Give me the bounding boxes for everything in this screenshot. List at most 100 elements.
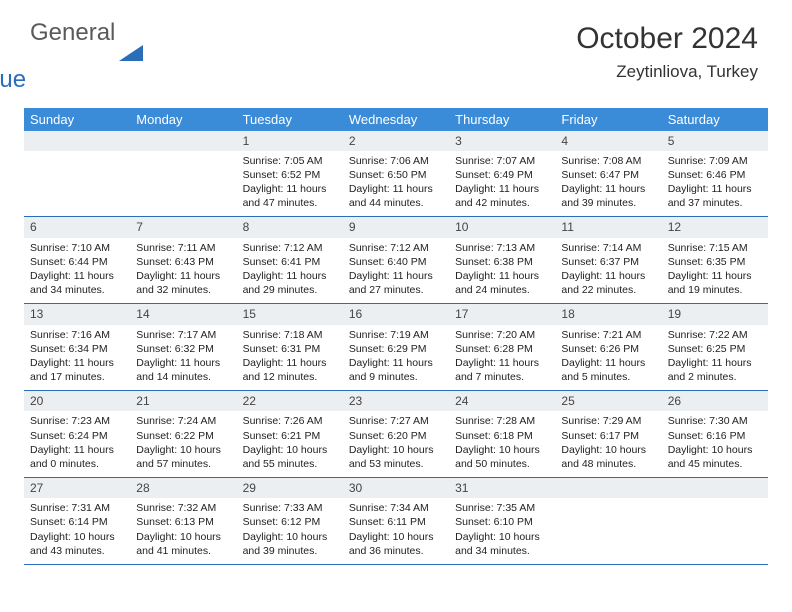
day-number: 25 bbox=[555, 391, 661, 411]
day-number bbox=[662, 478, 768, 498]
daylight-line: Daylight: 11 hours and 0 minutes. bbox=[30, 443, 124, 471]
day-header-cell: Saturday bbox=[662, 108, 768, 131]
calendar-cell: 18Sunrise: 7:21 AMSunset: 6:26 PMDayligh… bbox=[555, 304, 661, 390]
calendar-cell: 12Sunrise: 7:15 AMSunset: 6:35 PMDayligh… bbox=[662, 217, 768, 303]
cell-body: Sunrise: 7:10 AMSunset: 6:44 PMDaylight:… bbox=[24, 238, 130, 304]
sunset-line: Sunset: 6:31 PM bbox=[243, 342, 337, 356]
day-number: 4 bbox=[555, 131, 661, 151]
calendar-cell: 3Sunrise: 7:07 AMSunset: 6:49 PMDaylight… bbox=[449, 131, 555, 217]
daylight-line: Daylight: 11 hours and 17 minutes. bbox=[30, 356, 124, 384]
sunset-line: Sunset: 6:12 PM bbox=[243, 515, 337, 529]
day-number: 29 bbox=[237, 478, 343, 498]
daylight-line: Daylight: 10 hours and 43 minutes. bbox=[30, 530, 124, 558]
calendar-cell bbox=[555, 478, 661, 564]
day-header-row: SundayMondayTuesdayWednesdayThursdayFrid… bbox=[24, 108, 768, 131]
sunrise-line: Sunrise: 7:17 AM bbox=[136, 328, 230, 342]
sunset-line: Sunset: 6:13 PM bbox=[136, 515, 230, 529]
cell-body: Sunrise: 7:05 AMSunset: 6:52 PMDaylight:… bbox=[237, 151, 343, 217]
calendar-cell: 27Sunrise: 7:31 AMSunset: 6:14 PMDayligh… bbox=[24, 478, 130, 564]
month-title: October 2024 bbox=[576, 22, 758, 56]
calendar-cell: 29Sunrise: 7:33 AMSunset: 6:12 PMDayligh… bbox=[237, 478, 343, 564]
week-row: 13Sunrise: 7:16 AMSunset: 6:34 PMDayligh… bbox=[24, 304, 768, 391]
day-number: 6 bbox=[24, 217, 130, 237]
daylight-line: Daylight: 11 hours and 32 minutes. bbox=[136, 269, 230, 297]
cell-body: Sunrise: 7:27 AMSunset: 6:20 PMDaylight:… bbox=[343, 411, 449, 477]
calendar-cell bbox=[130, 131, 236, 217]
cell-body: Sunrise: 7:34 AMSunset: 6:11 PMDaylight:… bbox=[343, 498, 449, 564]
day-number: 11 bbox=[555, 217, 661, 237]
cell-body: Sunrise: 7:21 AMSunset: 6:26 PMDaylight:… bbox=[555, 325, 661, 391]
calendar-cell: 8Sunrise: 7:12 AMSunset: 6:41 PMDaylight… bbox=[237, 217, 343, 303]
day-number: 10 bbox=[449, 217, 555, 237]
sunset-line: Sunset: 6:40 PM bbox=[349, 255, 443, 269]
header: General Blue October 2024 Zeytinliova, T… bbox=[0, 0, 792, 102]
daylight-line: Daylight: 10 hours and 34 minutes. bbox=[455, 530, 549, 558]
sunset-line: Sunset: 6:44 PM bbox=[30, 255, 124, 269]
sunrise-line: Sunrise: 7:07 AM bbox=[455, 154, 549, 168]
cell-body: Sunrise: 7:28 AMSunset: 6:18 PMDaylight:… bbox=[449, 411, 555, 477]
daylight-line: Daylight: 10 hours and 53 minutes. bbox=[349, 443, 443, 471]
calendar-cell: 17Sunrise: 7:20 AMSunset: 6:28 PMDayligh… bbox=[449, 304, 555, 390]
cell-body: Sunrise: 7:12 AMSunset: 6:41 PMDaylight:… bbox=[237, 238, 343, 304]
sunrise-line: Sunrise: 7:30 AM bbox=[668, 414, 762, 428]
cell-body: Sunrise: 7:26 AMSunset: 6:21 PMDaylight:… bbox=[237, 411, 343, 477]
cell-body: Sunrise: 7:35 AMSunset: 6:10 PMDaylight:… bbox=[449, 498, 555, 564]
sunrise-line: Sunrise: 7:18 AM bbox=[243, 328, 337, 342]
day-number: 18 bbox=[555, 304, 661, 324]
cell-body: Sunrise: 7:20 AMSunset: 6:28 PMDaylight:… bbox=[449, 325, 555, 391]
day-header-cell: Sunday bbox=[24, 108, 130, 131]
day-number: 5 bbox=[662, 131, 768, 151]
calendar-cell: 7Sunrise: 7:11 AMSunset: 6:43 PMDaylight… bbox=[130, 217, 236, 303]
calendar-cell: 4Sunrise: 7:08 AMSunset: 6:47 PMDaylight… bbox=[555, 131, 661, 217]
day-number: 12 bbox=[662, 217, 768, 237]
calendar-cell bbox=[662, 478, 768, 564]
daylight-line: Daylight: 11 hours and 29 minutes. bbox=[243, 269, 337, 297]
sunrise-line: Sunrise: 7:13 AM bbox=[455, 241, 549, 255]
calendar-cell: 21Sunrise: 7:24 AMSunset: 6:22 PMDayligh… bbox=[130, 391, 236, 477]
daylight-line: Daylight: 11 hours and 42 minutes. bbox=[455, 182, 549, 210]
title-block: October 2024 Zeytinliova, Turkey bbox=[576, 22, 758, 82]
sunrise-line: Sunrise: 7:24 AM bbox=[136, 414, 230, 428]
daylight-line: Daylight: 11 hours and 7 minutes. bbox=[455, 356, 549, 384]
daylight-line: Daylight: 11 hours and 19 minutes. bbox=[668, 269, 762, 297]
day-number: 1 bbox=[237, 131, 343, 151]
sunrise-line: Sunrise: 7:33 AM bbox=[243, 501, 337, 515]
sunset-line: Sunset: 6:32 PM bbox=[136, 342, 230, 356]
day-header-cell: Tuesday bbox=[237, 108, 343, 131]
calendar-cell: 22Sunrise: 7:26 AMSunset: 6:21 PMDayligh… bbox=[237, 391, 343, 477]
day-number: 21 bbox=[130, 391, 236, 411]
daylight-line: Daylight: 10 hours and 57 minutes. bbox=[136, 443, 230, 471]
calendar-cell: 25Sunrise: 7:29 AMSunset: 6:17 PMDayligh… bbox=[555, 391, 661, 477]
calendar-cell: 23Sunrise: 7:27 AMSunset: 6:20 PMDayligh… bbox=[343, 391, 449, 477]
sunrise-line: Sunrise: 7:29 AM bbox=[561, 414, 655, 428]
cell-body: Sunrise: 7:32 AMSunset: 6:13 PMDaylight:… bbox=[130, 498, 236, 564]
day-number: 28 bbox=[130, 478, 236, 498]
calendar-cell: 2Sunrise: 7:06 AMSunset: 6:50 PMDaylight… bbox=[343, 131, 449, 217]
sunset-line: Sunset: 6:35 PM bbox=[668, 255, 762, 269]
calendar-cell: 30Sunrise: 7:34 AMSunset: 6:11 PMDayligh… bbox=[343, 478, 449, 564]
daylight-line: Daylight: 11 hours and 37 minutes. bbox=[668, 182, 762, 210]
logo-word1: General bbox=[30, 22, 115, 45]
week-row: 27Sunrise: 7:31 AMSunset: 6:14 PMDayligh… bbox=[24, 478, 768, 565]
calendar-cell: 20Sunrise: 7:23 AMSunset: 6:24 PMDayligh… bbox=[24, 391, 130, 477]
sunset-line: Sunset: 6:38 PM bbox=[455, 255, 549, 269]
calendar-cell: 19Sunrise: 7:22 AMSunset: 6:25 PMDayligh… bbox=[662, 304, 768, 390]
sunset-line: Sunset: 6:29 PM bbox=[349, 342, 443, 356]
cell-body: Sunrise: 7:31 AMSunset: 6:14 PMDaylight:… bbox=[24, 498, 130, 564]
daylight-line: Daylight: 11 hours and 2 minutes. bbox=[668, 356, 762, 384]
cell-body: Sunrise: 7:12 AMSunset: 6:40 PMDaylight:… bbox=[343, 238, 449, 304]
cell-body: Sunrise: 7:14 AMSunset: 6:37 PMDaylight:… bbox=[555, 238, 661, 304]
sunrise-line: Sunrise: 7:06 AM bbox=[349, 154, 443, 168]
sunset-line: Sunset: 6:10 PM bbox=[455, 515, 549, 529]
day-number: 24 bbox=[449, 391, 555, 411]
daylight-line: Daylight: 11 hours and 39 minutes. bbox=[561, 182, 655, 210]
sunrise-line: Sunrise: 7:20 AM bbox=[455, 328, 549, 342]
cell-body: Sunrise: 7:15 AMSunset: 6:35 PMDaylight:… bbox=[662, 238, 768, 304]
daylight-line: Daylight: 11 hours and 9 minutes. bbox=[349, 356, 443, 384]
day-number: 9 bbox=[343, 217, 449, 237]
cell-body: Sunrise: 7:18 AMSunset: 6:31 PMDaylight:… bbox=[237, 325, 343, 391]
sunrise-line: Sunrise: 7:27 AM bbox=[349, 414, 443, 428]
cell-body: Sunrise: 7:24 AMSunset: 6:22 PMDaylight:… bbox=[130, 411, 236, 477]
calendar-cell bbox=[24, 131, 130, 217]
location: Zeytinliova, Turkey bbox=[576, 62, 758, 82]
